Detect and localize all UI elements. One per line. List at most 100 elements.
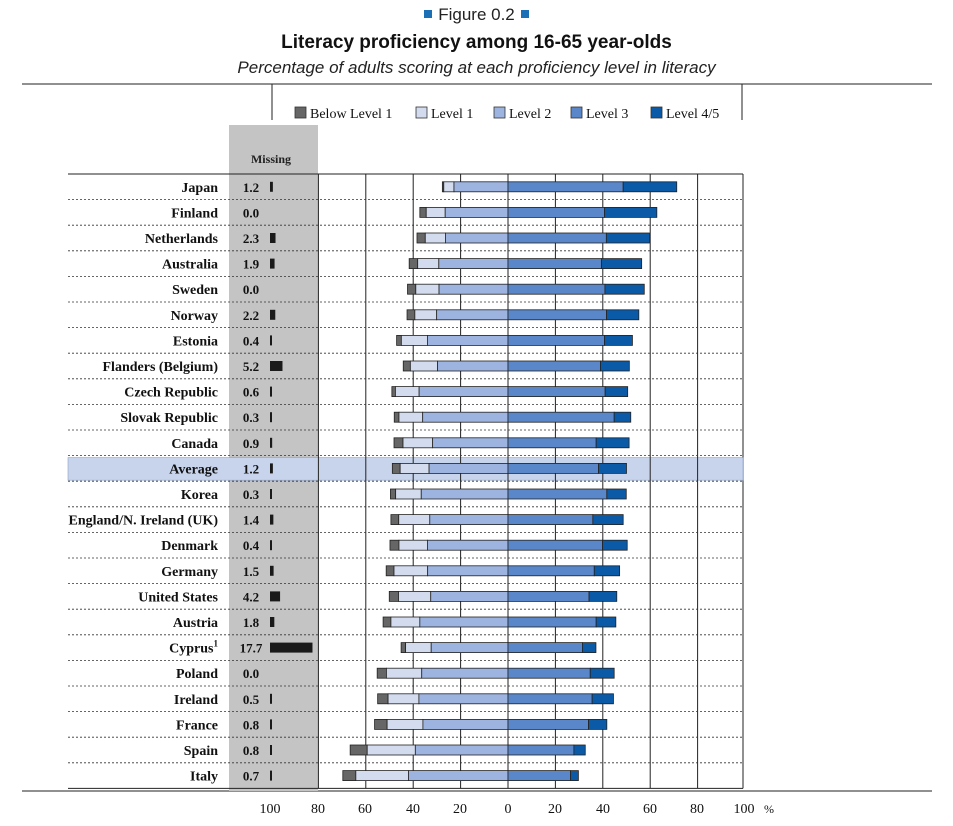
missing-value: 0.0: [243, 282, 259, 297]
figure-label: Figure 0.2: [0, 5, 953, 25]
country-label: Czech Republic: [124, 386, 218, 401]
bar-segment-below1: [408, 258, 419, 270]
country-label: Australia: [162, 258, 218, 273]
missing-bar: [270, 361, 283, 371]
bar-segment-below1: [374, 719, 388, 730]
country-label: Spain: [184, 744, 218, 759]
missing-value: 0.0: [243, 205, 259, 220]
bar-segment-level45: [588, 719, 608, 730]
country-label: France: [176, 718, 218, 733]
bar-segment-below1: [382, 616, 392, 628]
bar-segment-level45: [593, 565, 621, 577]
bar-segment-below1: [390, 514, 400, 525]
bar-segment-level1: [443, 181, 455, 193]
bar-segment-below1: [393, 411, 400, 423]
bar-segment-level2: [428, 462, 509, 474]
chart-title: Literacy proficiency among 16-65 year-ol…: [281, 32, 672, 53]
bar-segment-below1: [402, 360, 411, 372]
bar-segment-level45: [591, 693, 614, 705]
missing-value: 4.2: [243, 589, 259, 604]
bar-segment-level3: [507, 719, 589, 730]
bar-segment-level2: [438, 258, 509, 270]
bar-segment-level45: [604, 206, 658, 218]
legend-swatch-5: [650, 106, 663, 119]
missing-bar: [270, 309, 276, 320]
bar-segment-below1: [400, 642, 407, 653]
missing-value: 0.7: [243, 769, 260, 784]
bar-segment-level1: [398, 539, 428, 551]
bar-segment-level3: [507, 642, 583, 653]
bar-segment-level45: [592, 514, 624, 525]
missing-bar: [270, 335, 272, 346]
missing-value: 1.8: [243, 615, 260, 630]
bar-segment-level2: [419, 616, 509, 628]
bar-segment-level45: [570, 770, 579, 781]
bar-segment-level45: [604, 386, 629, 398]
legend-swatch-4: [570, 106, 583, 119]
bar-segment-below1: [416, 232, 426, 244]
country-label: Sweden: [172, 283, 218, 298]
missing-bar: [270, 770, 272, 781]
bar-segment-level1: [395, 488, 422, 500]
bar-segment-level2: [427, 565, 509, 577]
bar-segment-level3: [507, 770, 571, 781]
missing-value: 1.4: [243, 513, 260, 528]
x-tick-label: 40: [406, 802, 420, 817]
country-label: Flanders (Belgium): [103, 360, 219, 375]
bar-segment-level2: [418, 386, 509, 398]
missing-bar: [270, 540, 272, 551]
bar-segment-level1: [402, 437, 434, 449]
missing-value: 1.5: [243, 564, 260, 579]
bar-segment-level2: [430, 642, 509, 653]
country-label: England/N. Ireland (UK): [69, 514, 219, 529]
x-tick-label: 20: [548, 802, 562, 817]
missing-bar: [270, 719, 272, 730]
bar-segment-level2: [420, 488, 509, 500]
bar-segment-level45: [604, 334, 633, 346]
bar-segment-level3: [507, 411, 615, 423]
bar-segment-level45: [605, 232, 650, 244]
bar-segment-level1: [366, 744, 416, 756]
bar-segment-level45: [588, 591, 618, 602]
missing-bar: [270, 412, 272, 423]
bar-segment-level1: [393, 565, 429, 577]
x-unit-label: %: [764, 802, 774, 816]
country-label: Canada: [171, 437, 218, 452]
missing-value: 0.4: [243, 333, 260, 348]
bar-segment-level3: [507, 488, 608, 500]
legend-swatch-3: [493, 106, 506, 119]
missing-value: 2.2: [243, 308, 259, 323]
bar-segment-level3: [507, 232, 607, 244]
bar-segment-level3: [507, 514, 594, 525]
bar-segment-below1: [419, 206, 427, 218]
bar-segment-level1: [398, 591, 432, 602]
country-label: Denmark: [161, 539, 218, 554]
missing-bar: [270, 565, 274, 576]
bar-segment-below1: [407, 283, 417, 295]
legend-swatch-2: [415, 106, 428, 119]
missing-value: 5.2: [243, 359, 259, 374]
bar-segment-level1: [400, 334, 428, 346]
country-label: Poland: [176, 667, 218, 682]
bar-segment-level2: [429, 514, 509, 525]
bar-segment-level3: [507, 616, 597, 628]
country-label: Finland: [171, 206, 218, 221]
country-label: Korea: [181, 488, 218, 503]
bar-segment-level3: [507, 744, 575, 756]
bar-segment-level3: [507, 309, 607, 321]
country-label: Estonia: [173, 334, 218, 349]
bar-segment-level45: [606, 309, 640, 321]
missing-value: 0.6: [243, 385, 260, 400]
missing-bar: [270, 463, 273, 474]
bar-segment-below1: [389, 539, 400, 551]
missing-bar: [270, 514, 274, 525]
legend-label-1: Below Level 1: [310, 107, 392, 122]
legend-label-2: Level 1: [431, 107, 473, 122]
bar-segment-level2: [432, 437, 509, 449]
bar-segment-level2: [444, 206, 509, 218]
bar-segment-level2: [427, 539, 509, 551]
missing-value: 0.3: [243, 487, 260, 502]
missing-bar: [270, 591, 281, 602]
missing-header: Missing: [251, 152, 291, 166]
bar-segment-level45: [600, 360, 630, 372]
